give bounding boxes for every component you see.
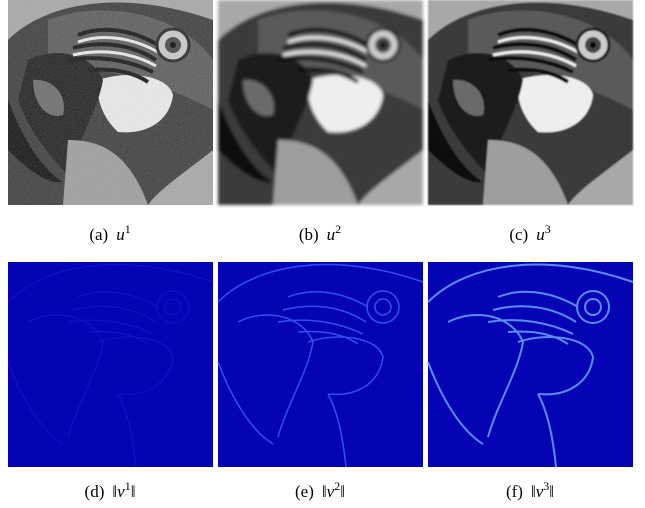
caption-label: (b) [299,225,319,244]
caption-label: (c) [509,225,528,244]
caption-close: ‖ [131,482,136,501]
caption-close: ‖ [549,482,554,501]
image-c [428,0,633,205]
caption-label: (f) [506,482,523,501]
caption-symbol: u [327,225,336,244]
image-d [8,262,213,467]
caption-superscript: 1 [125,222,131,236]
caption: (e)‖v2‖ [295,479,345,501]
caption: (d)‖v1‖ [85,479,136,501]
caption-symbol: u [536,225,545,244]
caption-close: ‖ [340,482,345,501]
image-b [218,0,423,205]
caption-superscript: 3 [545,222,551,236]
caption: (a) u1 [89,222,130,244]
caption-symbol: ‖v [322,482,335,501]
caption: (c) u3 [509,222,550,244]
image-a [8,0,213,205]
caption-symbol: u [116,225,125,244]
caption-symbol: ‖v [531,482,544,501]
caption-label: (e) [295,482,314,501]
caption-symbol: ‖v [112,482,125,501]
caption-label: (d) [85,482,105,501]
image-e [218,262,423,467]
caption-label: (a) [89,225,108,244]
figure: (a) u1 (b) u2 (c) u3 (d) ‖v 1 ‖ (e) ‖v 2 ‖ (f) ‖v 3 ‖ [0,0,645,508]
caption: (f)‖v3‖ [506,479,554,501]
caption: (b) u2 [299,222,341,244]
image-f [428,262,633,467]
caption-superscript: 2 [335,222,341,236]
